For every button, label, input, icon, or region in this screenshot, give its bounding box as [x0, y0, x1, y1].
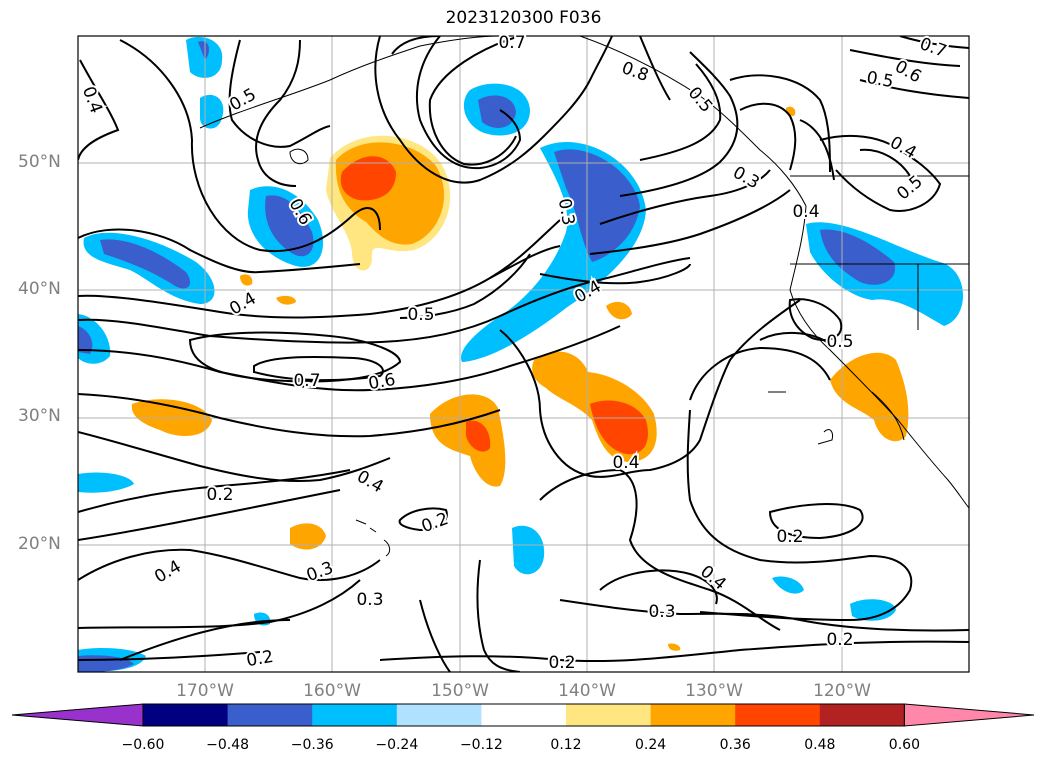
shade-positive: [276, 295, 296, 305]
lon-label: 130°W: [685, 681, 743, 701]
lat-label: 20°N: [18, 534, 61, 554]
plot-frame: [77, 35, 970, 673]
island: [289, 148, 309, 165]
shade-positive: [830, 352, 909, 442]
colorbar-segment: [650, 704, 736, 726]
contour-label: 0.7: [498, 33, 525, 53]
contour-label: 0.4: [696, 562, 730, 595]
shade-positive-core: [466, 420, 491, 452]
contour-label: 0.3: [729, 163, 762, 194]
contour-label: 0.4: [151, 557, 184, 588]
shade-positive: [668, 643, 681, 651]
shade-negative-core: [478, 95, 516, 128]
shade-negative: [772, 576, 804, 594]
lon-label: 150°W: [431, 681, 489, 701]
colorbar-tick-label: −0.60: [121, 737, 165, 753]
lat-label: 30°N: [18, 406, 61, 426]
contour-label: 0.2: [776, 527, 803, 547]
shade-negative-core: [820, 229, 896, 285]
colorbar-segment: [312, 704, 398, 726]
contour-label: 0.7: [917, 34, 949, 62]
shade-positive-core: [590, 400, 648, 455]
contour-label: 0.5: [826, 332, 853, 352]
shade-negative: [78, 472, 134, 493]
contour-label: 0.4: [78, 84, 106, 116]
colorbar: [11, 703, 1035, 727]
colorbar-extend-max: [903, 703, 1035, 727]
colorbar-frame: [142, 703, 905, 727]
contour-label: 0.3: [356, 590, 383, 610]
shade-negative-core: [78, 326, 93, 354]
contour-label: 0.4: [353, 467, 386, 498]
colorbar-segment: [566, 704, 652, 726]
shade-negative-core: [554, 149, 640, 262]
contour-label: 0.3: [554, 197, 578, 227]
contour-label: 0.2: [548, 653, 575, 673]
shade-positive: [430, 394, 506, 487]
shade-negative-core: [198, 41, 210, 60]
contour-label: 0.3: [648, 602, 675, 622]
contour-label: 0.8: [619, 58, 651, 86]
colorbar-tick-label: −0.24: [375, 737, 419, 753]
contour-label: 0.2: [826, 630, 853, 650]
lat-label: 50°N: [18, 152, 61, 172]
shade-positive-core: [340, 156, 396, 201]
contour-label: 0.4: [792, 202, 819, 222]
contour-label: 0.5: [865, 68, 895, 92]
contour-label: 0.2: [245, 647, 275, 671]
grid-lines: [78, 36, 969, 672]
island: [768, 391, 833, 445]
contour-label: 0.5: [407, 305, 434, 325]
colorbar-tick-label: −0.36: [290, 737, 334, 753]
shade-negative: [850, 599, 896, 621]
shade-negative: [200, 94, 224, 129]
colorbar-segment: [143, 704, 229, 726]
colorbar-tick-label: 0.24: [635, 737, 667, 753]
shade-negative-core: [265, 195, 314, 257]
map-title: 2023120300 F036: [445, 8, 602, 28]
coastline-west-coast: [789, 205, 969, 509]
shade-positive: [786, 106, 796, 116]
island-hawaii: [355, 519, 391, 557]
border-states: [790, 263, 969, 330]
contour-label: 0.5: [893, 172, 927, 205]
colorbar-segment: [227, 704, 313, 726]
contour-label: 0.2: [206, 485, 233, 505]
shade-positive: [606, 301, 632, 320]
colorbar-tick-label: −0.12: [459, 737, 503, 753]
colorbar-tick-label: 0.36: [719, 737, 751, 753]
lon-label: 160°W: [303, 681, 361, 701]
colorbar-segment: [819, 704, 905, 726]
colorbar-segment: [481, 704, 567, 726]
colorbar-segment: [735, 704, 821, 726]
colorbar-extend-min: [11, 703, 144, 727]
colorbar-segment: [396, 704, 482, 726]
lon-label: 120°W: [813, 681, 871, 701]
colorbar-tick-label: 0.48: [804, 737, 836, 753]
colorbar-tick-label: −0.48: [206, 737, 250, 753]
contour-label: 0.4: [226, 289, 259, 320]
contour-label: 0.6: [367, 370, 397, 394]
shade-negative: [512, 525, 545, 575]
contour-label: 0.7: [293, 371, 320, 391]
lon-label: 170°W: [176, 681, 234, 701]
contour-label: 0.4: [612, 453, 639, 473]
contour-label: 0.3: [304, 558, 336, 586]
lat-label: 40°N: [18, 279, 61, 299]
shade-positive: [240, 274, 253, 286]
colorbar-tick-label: 0.60: [888, 737, 920, 753]
coastline-baja: [871, 391, 905, 441]
coastline-alaska: [199, 36, 501, 129]
shade-positive: [290, 523, 326, 550]
shade-negative-core: [100, 239, 191, 289]
colorbar-tick-label: 0.12: [550, 737, 582, 753]
lon-label: 140°W: [558, 681, 616, 701]
contour-lines: [78, 36, 969, 672]
